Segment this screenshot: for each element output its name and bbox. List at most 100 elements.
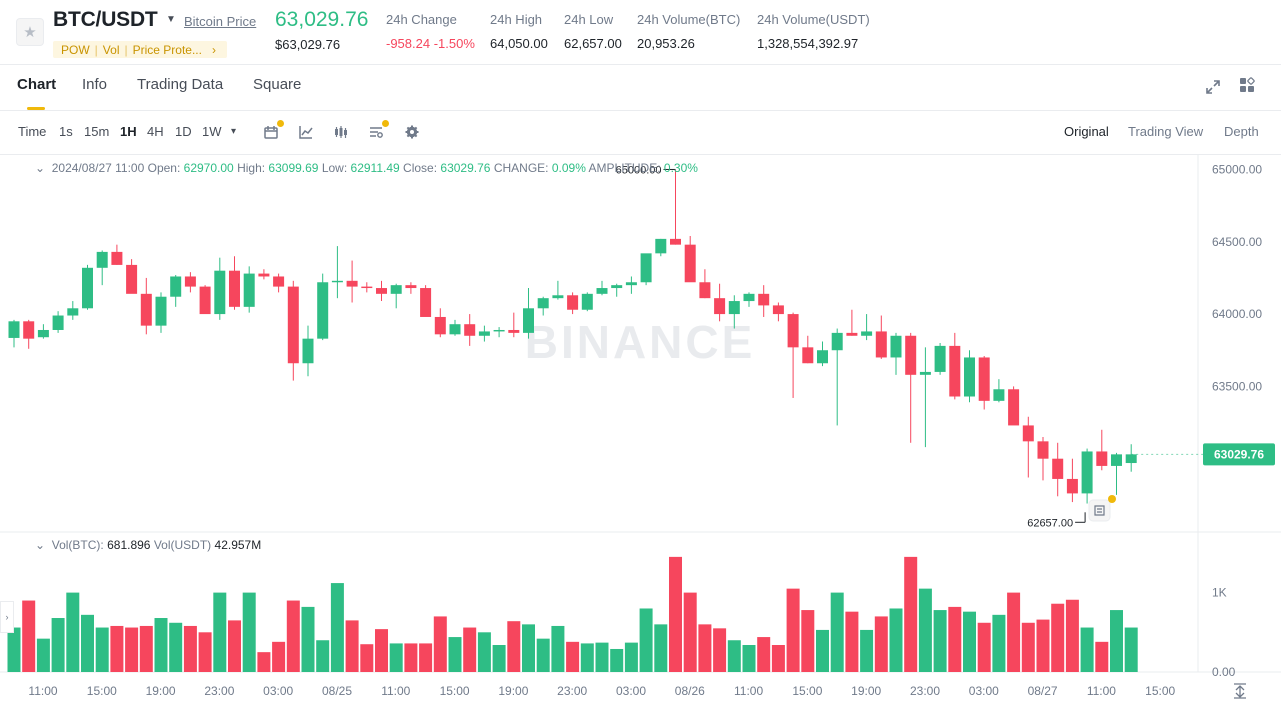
volume-bar (154, 618, 168, 672)
candle-body (170, 276, 182, 297)
volume-bar (1021, 622, 1035, 672)
stat-24h-low: 24h Low 62,657.00 (564, 12, 622, 51)
layout-grid-icon[interactable] (1239, 77, 1255, 93)
tab-square[interactable]: Square (253, 76, 302, 93)
tag-pow: POW (61, 42, 90, 57)
time-tick-label: 19:00 (498, 684, 528, 698)
timeframe-more-dropdown-icon[interactable]: ▾ (231, 126, 237, 137)
candle-body (464, 324, 476, 336)
volume-bar (683, 592, 697, 672)
stat-value: 64,050.00 (490, 36, 548, 51)
volume-bar (360, 644, 374, 672)
symbol-dropdown-icon[interactable]: ▼ (166, 14, 176, 25)
current-price-tag (1203, 443, 1275, 466)
ohlc-collapse-icon[interactable]: ⌄ (35, 161, 46, 175)
bitcoin-price-link[interactable]: Bitcoin Price (184, 14, 257, 29)
volume-collapse-icon[interactable]: ⌄ (35, 538, 46, 552)
time-tick-label: 08/26 (675, 684, 705, 698)
expand-icon[interactable] (1205, 79, 1221, 95)
ohlc-open-label: Open: (147, 161, 181, 175)
candle-body (1022, 425, 1034, 442)
notification-dot (1108, 495, 1116, 503)
symbol-title[interactable]: BTC/USDT (53, 8, 158, 31)
timeframe-1h[interactable]: 1H (120, 124, 137, 139)
view-original[interactable]: Original (1064, 124, 1109, 139)
candle-body (126, 264, 138, 294)
stat-value: 62,657.00 (564, 36, 622, 51)
volume-bar (1051, 603, 1065, 672)
timeframe-4h[interactable]: 4H (147, 124, 164, 139)
volume-tick-label: 0.00 (1212, 665, 1236, 679)
tab-chart[interactable]: Chart (17, 76, 57, 93)
volume-bar (1007, 592, 1021, 672)
volume-bar (669, 556, 682, 672)
volume-bar (301, 606, 315, 672)
volume-bar (536, 638, 550, 672)
view-depth[interactable]: Depth (1224, 124, 1259, 139)
candle-body (596, 288, 608, 294)
tag-separator: | (94, 42, 98, 57)
volume-bar (610, 648, 624, 672)
volume-bar (404, 643, 418, 672)
candle-body (376, 288, 387, 294)
candle-body (1008, 389, 1020, 426)
volume-bar (81, 614, 94, 672)
timeframe-1d[interactable]: 1D (175, 124, 192, 139)
gear-icon[interactable] (404, 124, 420, 140)
stat-label: 24h Volume(USDT) (757, 12, 870, 27)
volume-bar (345, 620, 359, 672)
timeframe-time[interactable]: Time (18, 124, 47, 139)
volume-bar (566, 641, 580, 672)
candlestick-chart[interactable]: BINANCE 65000.00 64500.00 64000.00 63500.00… (0, 155, 1281, 712)
calendar-tool-icon[interactable] (263, 124, 279, 140)
volume-bar (286, 600, 300, 672)
candle-body (331, 280, 343, 283)
favorite-star-icon[interactable]: ★ (16, 18, 44, 46)
tab-info[interactable]: Info (82, 76, 108, 93)
view-trading-view[interactable]: Trading View (1128, 124, 1204, 139)
last-price-usd: $63,029.76 (275, 37, 341, 52)
candle-body (96, 251, 108, 268)
candle-body (273, 276, 285, 287)
timeframe-15m[interactable]: 15m (84, 124, 110, 139)
time-tick-label: 23:00 (910, 684, 940, 698)
volume-bar (1095, 641, 1109, 672)
ohlc-open: 62970.00 (183, 161, 234, 175)
candle-body (949, 345, 961, 397)
candle-body (699, 282, 711, 299)
stat-value: 20,953.26 (637, 36, 695, 51)
volume-bar (477, 632, 491, 672)
candle-body (420, 288, 432, 317)
timeframe-1w[interactable]: 1W (202, 124, 222, 139)
candle-type-icon[interactable] (333, 124, 349, 140)
volume-bar (948, 606, 962, 672)
tab-trading-data[interactable]: Trading Data (137, 76, 224, 93)
news-icon-glyph (1094, 505, 1105, 516)
candle-body (890, 335, 902, 358)
time-tick-label: 19:00 (851, 684, 881, 698)
volume-bar (419, 643, 433, 672)
time-axis: 11:00 15:00 19:00 23:00 03:00 08/25 11:00 15:00… (28, 683, 1246, 699)
volume-bar (198, 632, 212, 672)
chart-grid (0, 155, 1281, 673)
indicator-tool-icon[interactable] (298, 124, 314, 140)
candle-body (1037, 441, 1049, 459)
settings-list-icon[interactable] (368, 124, 384, 140)
side-panel-toggle-icon[interactable]: › (0, 601, 14, 633)
candle-body (346, 280, 358, 287)
volume-bar (816, 629, 829, 672)
volume-bar (698, 624, 712, 672)
candle-body (523, 308, 534, 333)
candle-body (743, 293, 755, 302)
candle-body (934, 345, 946, 372)
ohlc-low-label: Low: (321, 161, 348, 175)
time-tick-label: 11:00 (1087, 684, 1116, 698)
candle-body (964, 357, 975, 397)
stat-24h-volume-btc: 24h Volume(BTC) 20,953.26 (637, 12, 740, 51)
candle-body (772, 305, 784, 315)
tag-separator: | (124, 42, 128, 57)
candle-body (1081, 451, 1093, 494)
last-price: 63,029.76 (275, 8, 369, 31)
timeframe-1s[interactable]: 1s (59, 124, 73, 139)
symbol-tags[interactable]: POW | Vol | Price Prote... › (53, 41, 227, 58)
